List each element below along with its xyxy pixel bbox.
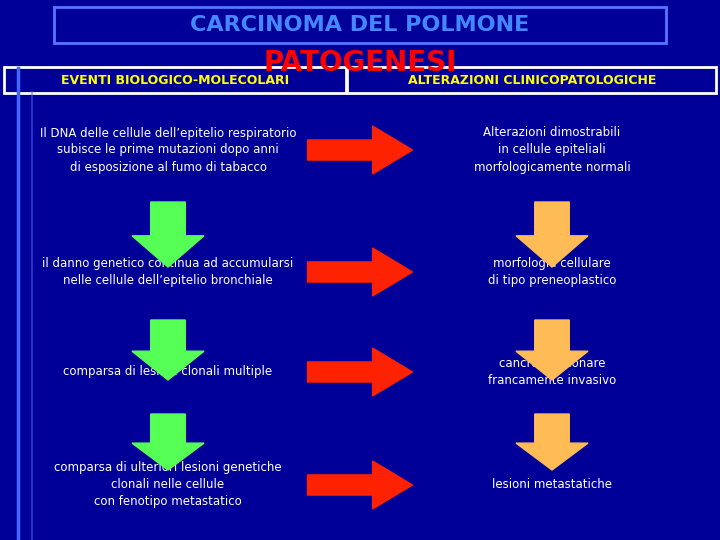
Text: EVENTI BIOLOGICO-MOLECOLARI: EVENTI BIOLOGICO-MOLECOLARI <box>61 73 289 86</box>
Polygon shape <box>516 414 588 470</box>
Polygon shape <box>307 126 413 174</box>
Polygon shape <box>516 320 588 380</box>
Text: ALTERAZIONI CLINICOPATOLOGICHE: ALTERAZIONI CLINICOPATOLOGICHE <box>408 73 656 86</box>
Text: CARCINOMA DEL POLMONE: CARCINOMA DEL POLMONE <box>190 15 530 35</box>
Text: cancro polmonare
francamente invasivo: cancro polmonare francamente invasivo <box>488 357 616 387</box>
Text: Alterazioni dimostrabili
in cellule epiteliali
morfologicamente normali: Alterazioni dimostrabili in cellule epit… <box>474 126 631 173</box>
Polygon shape <box>307 348 413 396</box>
Polygon shape <box>307 461 413 509</box>
Text: il danno genetico continua ad accumularsi
nelle cellule dell’epitelio bronchiale: il danno genetico continua ad accumulars… <box>42 257 294 287</box>
Polygon shape <box>516 202 588 267</box>
Text: comparsa di ulteriori lesioni genetiche
clonali nelle cellule
con fenotipo metas: comparsa di ulteriori lesioni genetiche … <box>54 462 282 509</box>
Text: comparsa di lesioni clonali multiple: comparsa di lesioni clonali multiple <box>63 366 273 379</box>
FancyBboxPatch shape <box>54 7 666 43</box>
FancyBboxPatch shape <box>347 67 716 93</box>
FancyBboxPatch shape <box>4 67 346 93</box>
Polygon shape <box>132 320 204 380</box>
Text: Il DNA delle cellule dell’epitelio respiratorio
subisce le prime mutazioni dopo : Il DNA delle cellule dell’epitelio respi… <box>40 126 296 173</box>
Polygon shape <box>307 248 413 296</box>
Text: lesioni metastatiche: lesioni metastatiche <box>492 478 612 491</box>
Text: morfologia cellulare
di tipo preneoplastico: morfologia cellulare di tipo preneoplast… <box>488 257 616 287</box>
Polygon shape <box>132 414 204 470</box>
Text: PATOGENESI: PATOGENESI <box>264 49 456 77</box>
Polygon shape <box>132 202 204 267</box>
